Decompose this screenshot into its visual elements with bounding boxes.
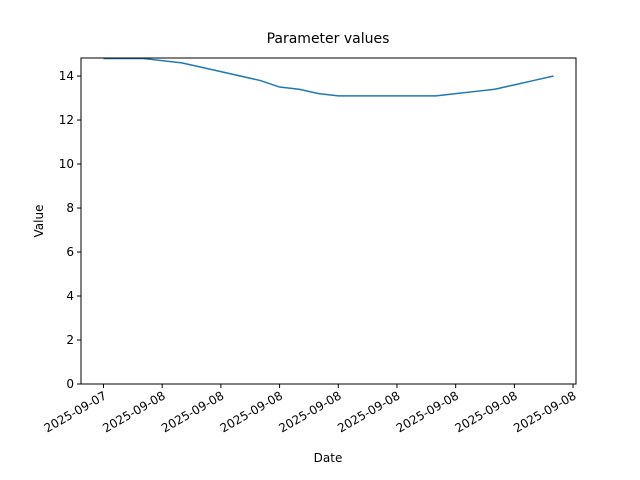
y-tick-label: 4 [66,289,74,303]
x-tick-label: 2025-09-08 [394,388,461,435]
x-tick-label: 2025-09-08 [100,388,167,435]
x-tick-label: 2025-09-08 [159,388,226,435]
y-axis-label: Value [32,205,46,238]
x-tick-label: 2025-09-08 [276,388,343,435]
x-tick-label: 2025-09-07 [42,388,109,435]
y-tick-label: 0 [66,377,74,391]
x-tick-label: 2025-09-08 [511,388,578,435]
x-axis-label: Date [314,451,343,465]
x-tick-label: 2025-09-08 [218,388,285,435]
y-tick-label: 8 [66,201,74,215]
x-tick-label: 2025-09-08 [452,388,519,435]
y-tick-label: 14 [59,69,74,83]
y-tick-label: 6 [66,245,74,259]
plot-frame [80,57,577,385]
x-tick-label: 2025-09-08 [335,388,402,435]
chart-title: Parameter values [267,31,390,47]
line [103,57,554,97]
y-tick-label: 10 [59,157,74,171]
y-tick-label: 2 [66,333,74,347]
y-tick-label: 12 [59,113,74,127]
